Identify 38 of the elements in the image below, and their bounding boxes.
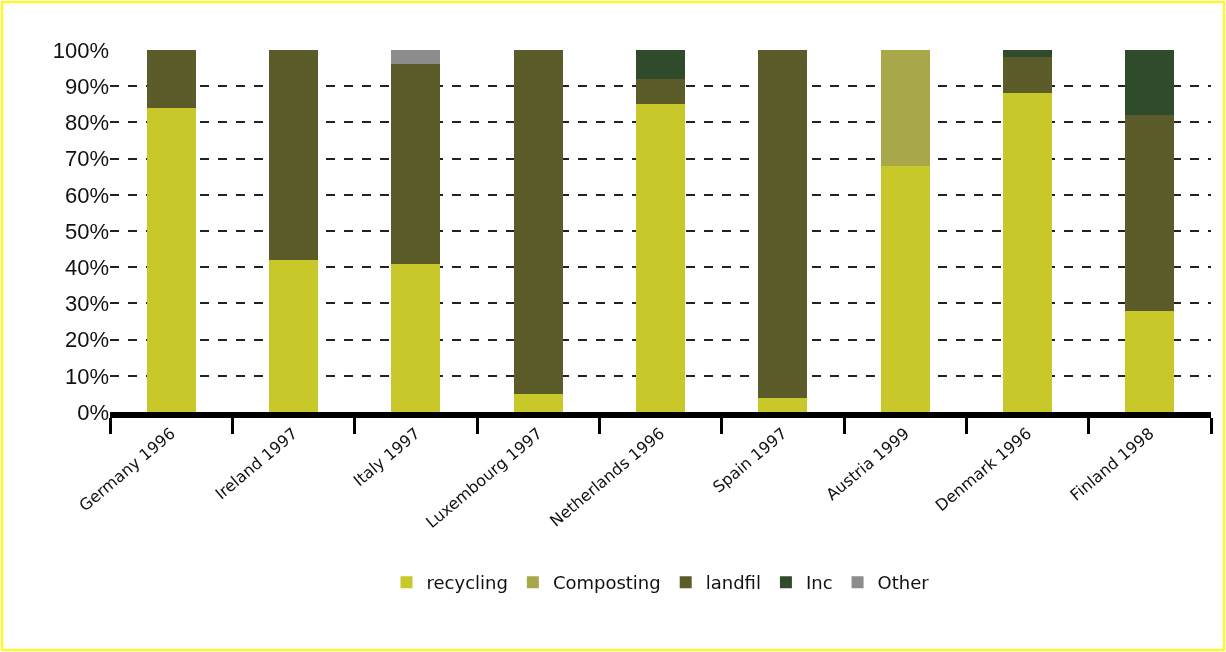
bar [391, 263, 441, 412]
bar [1125, 115, 1175, 311]
y-tick-label: 10% [64, 363, 109, 389]
bar [758, 50, 808, 398]
y-tick-label: 50% [64, 218, 109, 244]
bar [513, 393, 563, 412]
y-tick-label: 40% [64, 254, 109, 280]
bar [1125, 50, 1175, 116]
y-tick-label: 70% [64, 146, 109, 172]
legend-label: Composting [552, 572, 661, 594]
legend-label: landfil [705, 572, 761, 594]
bar [269, 259, 318, 412]
bar [146, 107, 196, 412]
bar [513, 50, 563, 394]
bar [391, 50, 441, 65]
y-tick-label: 90% [64, 73, 109, 99]
bar [636, 78, 685, 105]
bar [758, 397, 808, 412]
bar [880, 165, 930, 412]
y-tick-label: 30% [64, 291, 109, 317]
legend-label: Other [877, 572, 930, 594]
y-tick-label: 60% [64, 182, 109, 208]
y-tick-label: 80% [64, 110, 109, 136]
bar [1003, 57, 1052, 94]
bar [636, 104, 685, 412]
bar [1003, 50, 1052, 58]
bar [1003, 93, 1052, 412]
legend-label: recycling [426, 572, 508, 594]
bar [880, 50, 930, 166]
bar [269, 50, 318, 260]
bar [1125, 310, 1175, 412]
legend-label: Inc [805, 572, 833, 594]
y-tick-label: 20% [64, 327, 109, 353]
bar [636, 50, 685, 79]
y-tick-label: 0% [77, 399, 109, 425]
bar [146, 50, 196, 108]
bar [391, 64, 441, 264]
y-tick-label: 100% [52, 37, 109, 63]
